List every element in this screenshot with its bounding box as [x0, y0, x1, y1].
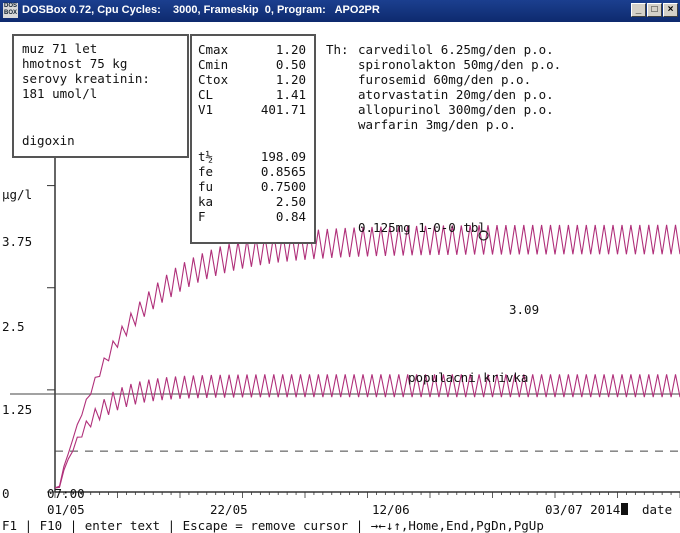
- param-fe: fe 0.8565: [198, 164, 306, 179]
- date-value: 03/07 2014: [545, 502, 621, 517]
- param-value: 0.84: [275, 209, 306, 224]
- window-title: DOSBox 0.72, Cpu Cycles: 3000, Frameskip…: [22, 4, 380, 16]
- param-ctox: Ctox 1.20: [198, 72, 306, 87]
- date-field-label: date: [642, 502, 673, 517]
- y-tick-label: 2.5: [2, 319, 25, 334]
- param-fu: fu 0.7500: [198, 179, 306, 194]
- param-label: F: [198, 209, 206, 224]
- x-time-label: 07:00: [47, 486, 85, 501]
- param-value: 401.71: [260, 102, 306, 117]
- therapy-item: allopurinol 300mg/den p.o.: [358, 102, 554, 117]
- param-cmax: Cmax 1.20: [198, 42, 306, 57]
- patient-creatinine-label: serovy kreatinin:: [22, 71, 150, 86]
- param-label: Cmin: [198, 57, 229, 72]
- param-label: Cmax: [198, 42, 229, 57]
- population-curve-label: populacni krivka: [408, 370, 529, 385]
- param-value: 0.50: [275, 57, 306, 72]
- param-label: Ctox: [198, 72, 229, 87]
- param-label: CL: [198, 87, 214, 102]
- param-label: t½: [198, 149, 214, 164]
- param-f: F 0.84: [198, 209, 306, 224]
- population-concentration-curve: [54, 374, 680, 489]
- dosbox-icon: DOS BOX: [3, 3, 18, 18]
- drug-name: digoxin: [22, 133, 75, 148]
- therapy-item: atorvastatin 20mg/den p.o.: [358, 87, 554, 102]
- param-value: 1.41: [275, 87, 306, 102]
- x-tick-label: 01/05: [47, 502, 85, 517]
- dose-regimen-label: 0.125mg 1-0-0 tbl: [358, 220, 486, 235]
- y-tick-label: 1.25: [2, 402, 33, 417]
- param-value: 1.20: [275, 42, 306, 57]
- close-button[interactable]: ×: [663, 3, 678, 17]
- param-value: 198.09: [260, 149, 306, 164]
- param-cl: CL 1.41: [198, 87, 306, 102]
- cursor-marker: [478, 230, 489, 241]
- param-value: 1.20: [275, 72, 306, 87]
- text-cursor: [621, 503, 629, 515]
- patient-panel: muz 71 let hmotnost 75 kg serovy kreatin…: [12, 34, 189, 158]
- minimize-button[interactable]: _: [631, 3, 646, 17]
- patient-sex-age: muz 71 let: [22, 41, 98, 56]
- param-ka: ka 2.50: [198, 194, 306, 209]
- param-label: V1: [198, 102, 214, 117]
- param-cmin: Cmin 0.50: [198, 57, 306, 72]
- param-label: fe: [198, 164, 214, 179]
- param-value: 0.8565: [260, 164, 306, 179]
- date-input[interactable]: 03/07 2014: [545, 502, 629, 517]
- therapy-prefix: Th:: [326, 42, 349, 57]
- therapy-item: carvedilol 6.25mg/den p.o.: [358, 42, 554, 57]
- y-axis-unit: μg/l: [2, 187, 33, 202]
- maximize-button[interactable]: □: [647, 3, 662, 17]
- y-tick-label: 3.75: [2, 234, 33, 249]
- param-value: 0.7500: [260, 179, 306, 194]
- param-label: fu: [198, 179, 214, 194]
- cursor-value-label: 3.09: [509, 302, 540, 317]
- window-titlebar: DOS BOX DOSBox 0.72, Cpu Cycles: 3000, F…: [0, 0, 680, 22]
- param-label: ka: [198, 194, 214, 209]
- y-tick-label: 0: [2, 486, 10, 501]
- therapy-item: warfarin 3mg/den p.o.: [358, 117, 517, 132]
- param-value: 2.50: [275, 194, 306, 209]
- patient-weight: hmotnost 75 kg: [22, 56, 128, 71]
- param-v1: V1 401.71: [198, 102, 306, 117]
- param-half-life: t½ 198.09: [198, 149, 306, 164]
- x-tick-label: 12/06: [372, 502, 410, 517]
- therapy-item: spironolakton 50mg/den p.o.: [358, 57, 562, 72]
- pk-parameters-panel: Cmax 1.20 Cmin 0.50 Ctox 1.20 CL 1.41 V1 401.…: [190, 34, 316, 244]
- therapy-item: furosemid 60mg/den p.o.: [358, 72, 532, 87]
- status-bar: F1 | F10 | enter text | Escape = remove …: [2, 518, 544, 533]
- x-tick-label: 22/05: [210, 502, 248, 517]
- patient-concentration-curve: [54, 224, 680, 489]
- concentration-chart: [10, 137, 680, 498]
- patient-creatinine-value: 181 umol/l: [22, 86, 98, 101]
- dos-screen[interactable]: muz 71 let hmotnost 75 kg serovy kreatin…: [0, 22, 680, 533]
